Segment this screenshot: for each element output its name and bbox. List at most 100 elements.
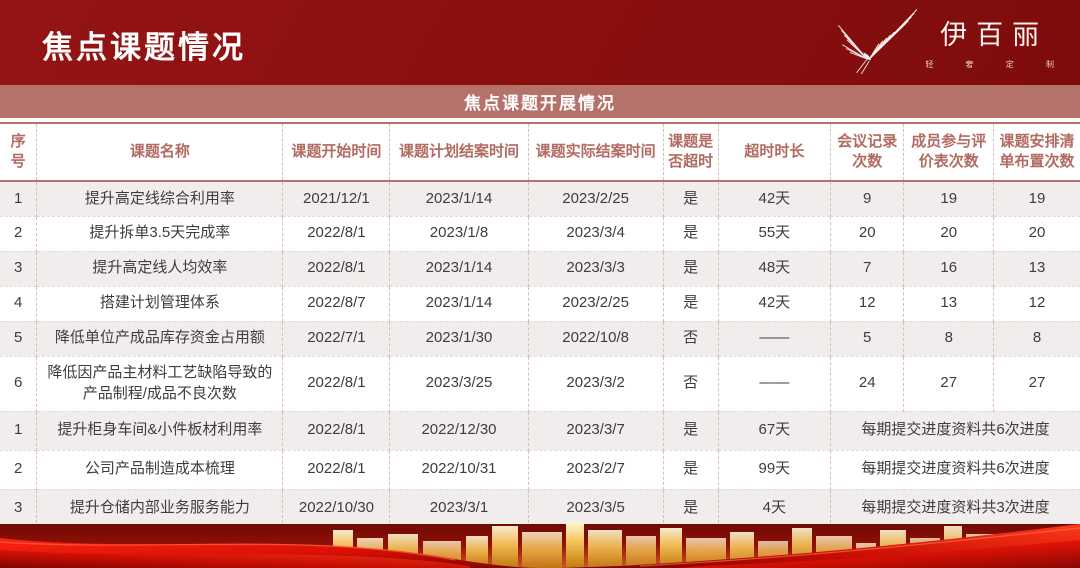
table-cell: 2023/1/30 [389,320,529,356]
brand-tagline: 轻 奢 定 制 [925,59,1069,69]
table-cell: 67天 [717,410,831,450]
table-row: 3 提升仓储内部业务服务能力 2022/10/30 2023/3/1 2023/3/5 是… [0,488,1080,529]
table-cell: 公司产品制造成本梳理 [36,449,283,489]
table-cell: 降低因产品主材料工艺缺陷导致的产品制程/成品不良次数 [36,355,283,411]
column-header: 课题实际结案时间 [527,122,664,182]
table-cell: 5 [829,320,904,356]
table-cell: 2023/3/2 [527,355,664,411]
brand-name: 伊百丽 [940,19,1049,50]
table-cell: 16 [903,250,994,286]
brand-text: 伊百丽 轻 奢 定 制 [925,13,1054,70]
table-cell: 4天 [717,488,831,529]
table-row: 2 公司产品制造成本梳理 2022/8/1 2022/10/31 2023/2/7 是 99… [0,449,1080,489]
table-cell: 3 [0,488,37,529]
column-header: 课题计划结案时间 [389,122,529,182]
table-cell: 2 [0,449,37,489]
table-cell: 2023/3/4 [527,215,664,251]
table-cell: 是 [662,285,719,321]
table-cell: 是 [662,449,719,489]
table-row: 5 降低单位产成品库存资金占用额 2022/7/1 2023/1/30 2022/10/… [0,320,1080,356]
table-cell: 2023/2/25 [527,181,664,216]
column-header: 课题开始时间 [282,122,390,182]
table-row: 6 降低因产品主材料工艺缺陷导致的产品制程/成品不良次数 2022/8/1 2023/… [0,355,1080,411]
table-cell: 48天 [717,250,831,286]
page-title: 焦点课题情况 [42,30,246,65]
table-cell: 提升高定线人均效率 [36,250,283,286]
table-cell: 2023/3/7 [527,410,664,450]
table-cell: 每期提交进度资料共6次进度 [829,449,1080,489]
table-cell: 提升拆单3.5天完成率 [36,215,283,251]
table-cell: 2022/8/1 [282,410,390,450]
table-cell: 2023/3/1 [389,488,529,529]
table-cell: 2022/8/1 [282,215,390,251]
table-wrap: 序号 课题名称 课题开始时间 课题计划结案时间 课题实际结案时间 课题是否超时 超时时长 会议… [0,122,1080,529]
table-cell: 提升柜身车间&小件板材利用率 [36,410,283,450]
table-row: 1 提升柜身车间&小件板材利用率 2022/8/1 2022/12/30 2023/3/… [0,410,1080,450]
table-row: 3 提升高定线人均效率 2022/8/1 2023/1/14 2023/3/3 是 48天 7… [0,250,1080,286]
table-cell: 20 [903,215,994,251]
table-cell: 27 [993,355,1080,411]
table-cell: 42天 [717,285,831,321]
table-cell: 5 [0,320,37,356]
table-cell: 是 [662,215,719,251]
table-row: 1 提升高定线综合利用率 2021/12/1 2023/1/14 2023/2/25 是 4… [0,181,1080,216]
table-cell: 99天 [717,449,831,489]
table-cell: 2022/7/1 [282,320,390,356]
table-cell: —— [717,320,831,356]
table-cell: 2022/8/1 [282,355,390,411]
table-head: 序号 课题名称 课题开始时间 课题计划结案时间 课题实际结案时间 课题是否超时 超时时长 会议… [0,122,1080,182]
table-cell: 9 [829,181,904,216]
table-cell: 是 [662,488,719,529]
table-cell: 2022/8/7 [282,285,390,321]
table-cell: 搭建计划管理体系 [36,285,283,321]
table-cell: 2022/8/1 [282,449,390,489]
header-row: 序号 课题名称 课题开始时间 课题计划结案时间 课题实际结案时间 课题是否超时 超时时长 会议… [0,122,1080,182]
table-cell: 2022/8/1 [282,250,390,286]
table-cell: 27 [903,355,994,411]
table-cell: 1 [13,189,23,207]
table-cell: 13 [993,250,1080,286]
table-cell: 2023/2/7 [527,449,664,489]
table-cell: 2023/1/8 [389,215,529,251]
table-cell: 2022/12/30 [389,410,529,450]
table-cell: 每期提交进度资料共3次进度 [829,488,1080,529]
table-cell: 12 [993,285,1080,321]
table-cell: 是 [662,410,719,450]
table-cell: 6 [0,355,37,411]
table-cell: 12 [829,285,904,321]
section-band: 焦点课题开展情况 [0,85,1080,118]
table-cell: 19 [993,181,1080,216]
table-cell: 提升仓储内部业务服务能力 [36,488,283,529]
table-cell: 13 [903,285,994,321]
table-cell: 2 [0,215,37,251]
table-cell: 2021/12/1 [282,181,390,216]
table-cell: 2022/10/30 [282,488,390,529]
table-cell: 3 [0,250,37,286]
column-header: 课题是否超时 [662,122,719,182]
table-cell: 20 [829,215,904,251]
brand-logo: 伊百丽 轻 奢 定 制 [831,6,1054,76]
table-cell: 否 [662,320,719,356]
focus-topics-table: 序号 课题名称 课题开始时间 课题计划结案时间 课题实际结案时间 课题是否超时 超时时长 会议… [0,122,1080,529]
table-cell: 8 [903,320,994,356]
table-cell: 8 [993,320,1080,356]
table-cell: —— [717,355,831,411]
table-cell: 2023/3/3 [527,250,664,286]
table-cell: 2023/1/14 [389,285,529,321]
table-cell: 55天 [717,215,831,251]
table-row: 2 提升拆单3.5天完成率 2022/8/1 2023/1/8 2023/3/4 是 55天… [0,215,1080,251]
column-header: 超时时长 [717,122,831,182]
column-header: 序号 [0,122,37,182]
table-cell: 提升高定线综合利用率 [36,181,283,216]
table-cell: 1 [0,410,37,450]
column-header: 成员参与评价表次数 [903,122,994,182]
table-cell: 2023/1/14 [389,181,529,216]
table-cell: 20 [993,215,1080,251]
table-cell: 降低单位产成品库存资金占用额 [36,320,283,356]
wing-logo-icon [838,9,918,74]
table-cell: 2022/10/8 [527,320,664,356]
table-cell: 每期提交进度资料共6次进度 [829,410,1080,450]
table-body: 1 提升高定线综合利用率 2021/12/1 2023/1/14 2023/2/25 是 4… [0,181,1080,529]
top-header: 焦点课题情况 伊百丽 轻 奢 定 制 [0,0,1080,85]
